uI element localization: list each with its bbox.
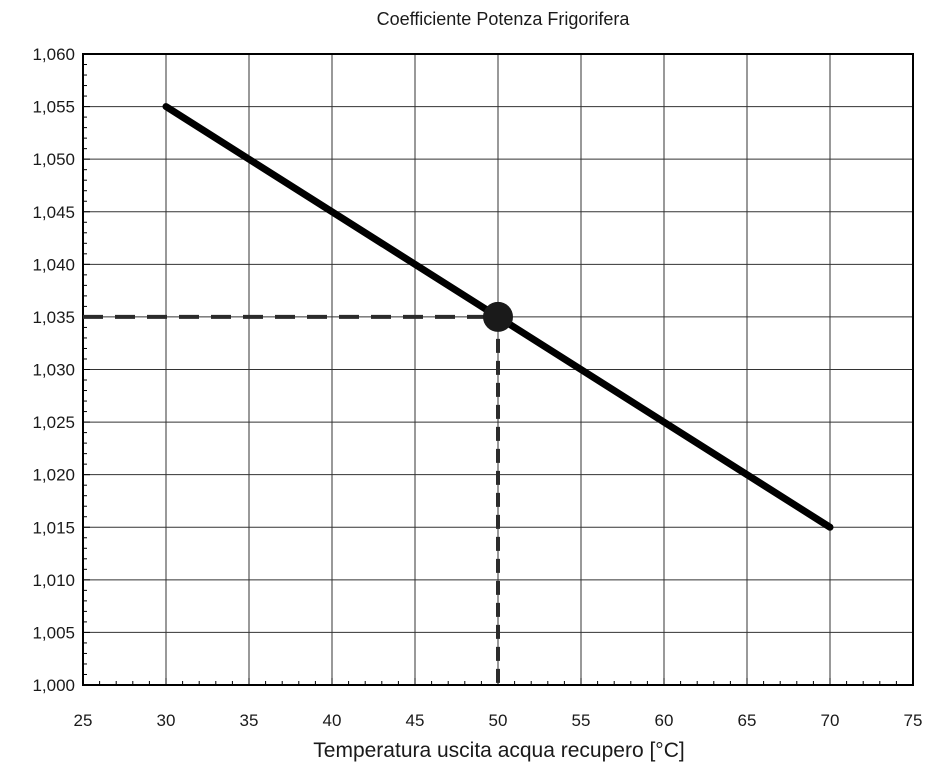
y-tick-label: 1,055: [32, 98, 75, 117]
y-tick-label: 1,005: [32, 623, 75, 642]
y-tick-label: 1,025: [32, 413, 75, 432]
y-tick-label: 1,020: [32, 466, 75, 485]
x-tick-label: 50: [489, 711, 508, 730]
x-tick-label: 30: [157, 711, 176, 730]
x-tick-label: 35: [240, 711, 259, 730]
y-tick-label: 1,060: [32, 45, 75, 64]
plot-frame: [82, 53, 914, 686]
x-axis-label: Temperatura uscita acqua recupero [°C]: [313, 739, 684, 762]
reference-lines: [83, 314, 500, 685]
y-tick-label: 1,015: [32, 518, 75, 537]
y-tick-label: 1,035: [32, 308, 75, 327]
x-tick-label: 55: [572, 711, 591, 730]
x-tick-label: 40: [323, 711, 342, 730]
x-tick-label: 65: [738, 711, 757, 730]
highlight-point: [483, 301, 513, 332]
x-tick-label: 70: [821, 711, 840, 730]
x-tick-label: 75: [904, 711, 923, 730]
y-tick-label: 1,000: [32, 676, 75, 695]
x-tick-labels: 25 30 35 40 45 50 55 60 65 70 75: [74, 711, 923, 730]
x-tick-label: 45: [406, 711, 425, 730]
y-tick-label: 1,030: [32, 361, 75, 380]
y-tick-label: 1,040: [32, 255, 75, 274]
y-tick-labels: 1,000 1,005 1,010 1,015 1,020 1,025 1,030 1,035…: [32, 45, 75, 695]
series: [162, 103, 834, 531]
y-tick-label: 1,045: [32, 203, 75, 222]
x-tick-label: 25: [74, 711, 93, 730]
y-tick-label: 1,010: [32, 571, 75, 590]
y-tick-label: 1,050: [32, 150, 75, 169]
chart-title: Coefficiente Potenza Frigorifera: [377, 9, 631, 29]
x-tick-label: 60: [655, 711, 674, 730]
